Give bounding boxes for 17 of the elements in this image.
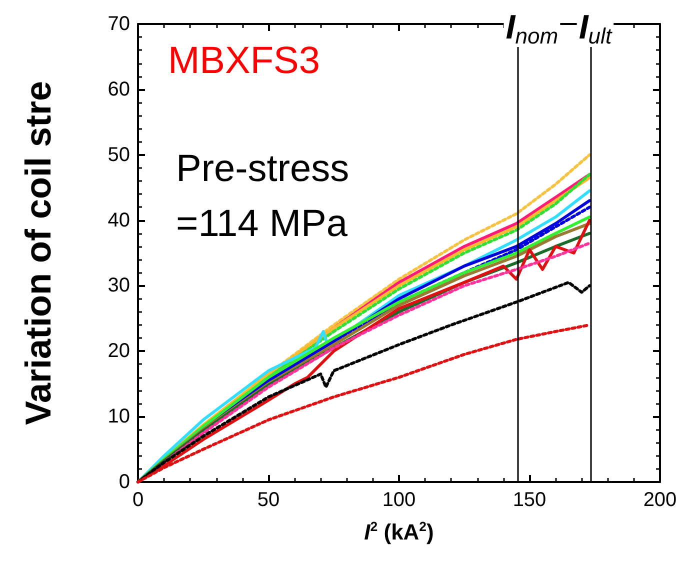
y-tick-label: 10	[108, 406, 130, 428]
y-axis-title: Variation of coil stre	[18, 80, 58, 426]
x-tick-label: 0	[132, 489, 144, 511]
x-tick-label: 200	[643, 489, 677, 511]
y-tick-label: 0	[118, 471, 130, 493]
x-tick-label: 100	[382, 489, 416, 511]
annotation: MBXFS3	[168, 40, 320, 82]
y-tick-label: 20	[108, 340, 130, 362]
y-tick-label: 70	[108, 13, 130, 35]
x-tick-label: 150	[512, 489, 546, 511]
x-tick-label: 50	[257, 489, 280, 511]
y-tick-label: 50	[108, 144, 130, 166]
y-tick-label: 30	[108, 274, 130, 297]
annotation: Pre-stress	[176, 148, 350, 190]
y-tick-label: 60	[108, 78, 130, 100]
annotation: =114 MPa	[176, 203, 348, 245]
y-tick-label: 40	[108, 209, 130, 232]
